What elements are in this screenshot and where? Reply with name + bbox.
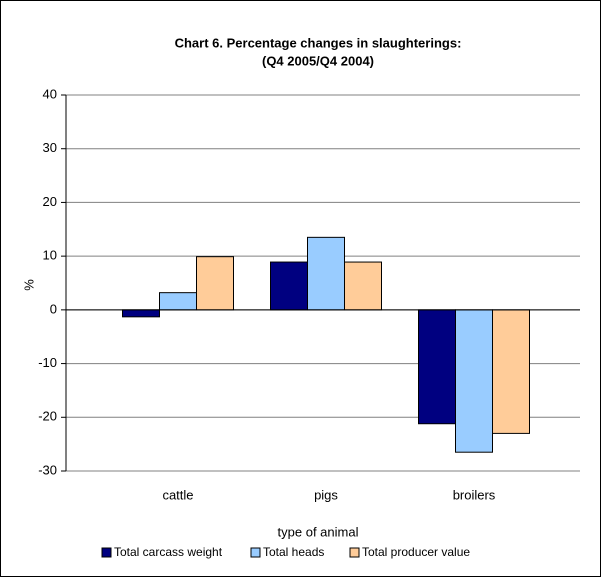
bar [492,309,530,434]
bar [270,261,308,311]
y-tick-label: 30 [43,140,57,155]
y-tick-label: 0 [50,301,57,316]
x-axis-label: type of animal [278,524,359,539]
chart-subtitle: (Q4 2005/Q4 2004) [262,53,374,68]
legend-label: Total heads [263,545,324,559]
bar [159,292,197,311]
bar [307,236,345,311]
legend-swatch [250,547,261,558]
y-axis-label: % [21,279,36,291]
bar [122,309,160,318]
y-tick-label: 10 [43,248,57,263]
x-tick-label: cattle [162,487,193,502]
legend-label: Total producer value [362,545,470,559]
bar [196,256,234,311]
bar [455,309,493,453]
legend-swatch [101,547,112,558]
x-tick-label: broilers [453,487,496,502]
y-tick-label: 20 [43,194,57,209]
chart-title: Chart 6. Percentage changes in slaughter… [175,35,462,50]
y-tick-label: 40 [43,86,57,101]
y-tick-label: -20 [38,409,57,424]
legend-swatch [349,547,360,558]
y-tick-label: -10 [38,355,57,370]
bar [418,309,456,425]
x-tick-label: pigs [314,487,338,502]
bar [344,261,382,311]
legend-label: Total carcass weight [114,545,223,559]
y-tick-label: -30 [38,462,57,477]
